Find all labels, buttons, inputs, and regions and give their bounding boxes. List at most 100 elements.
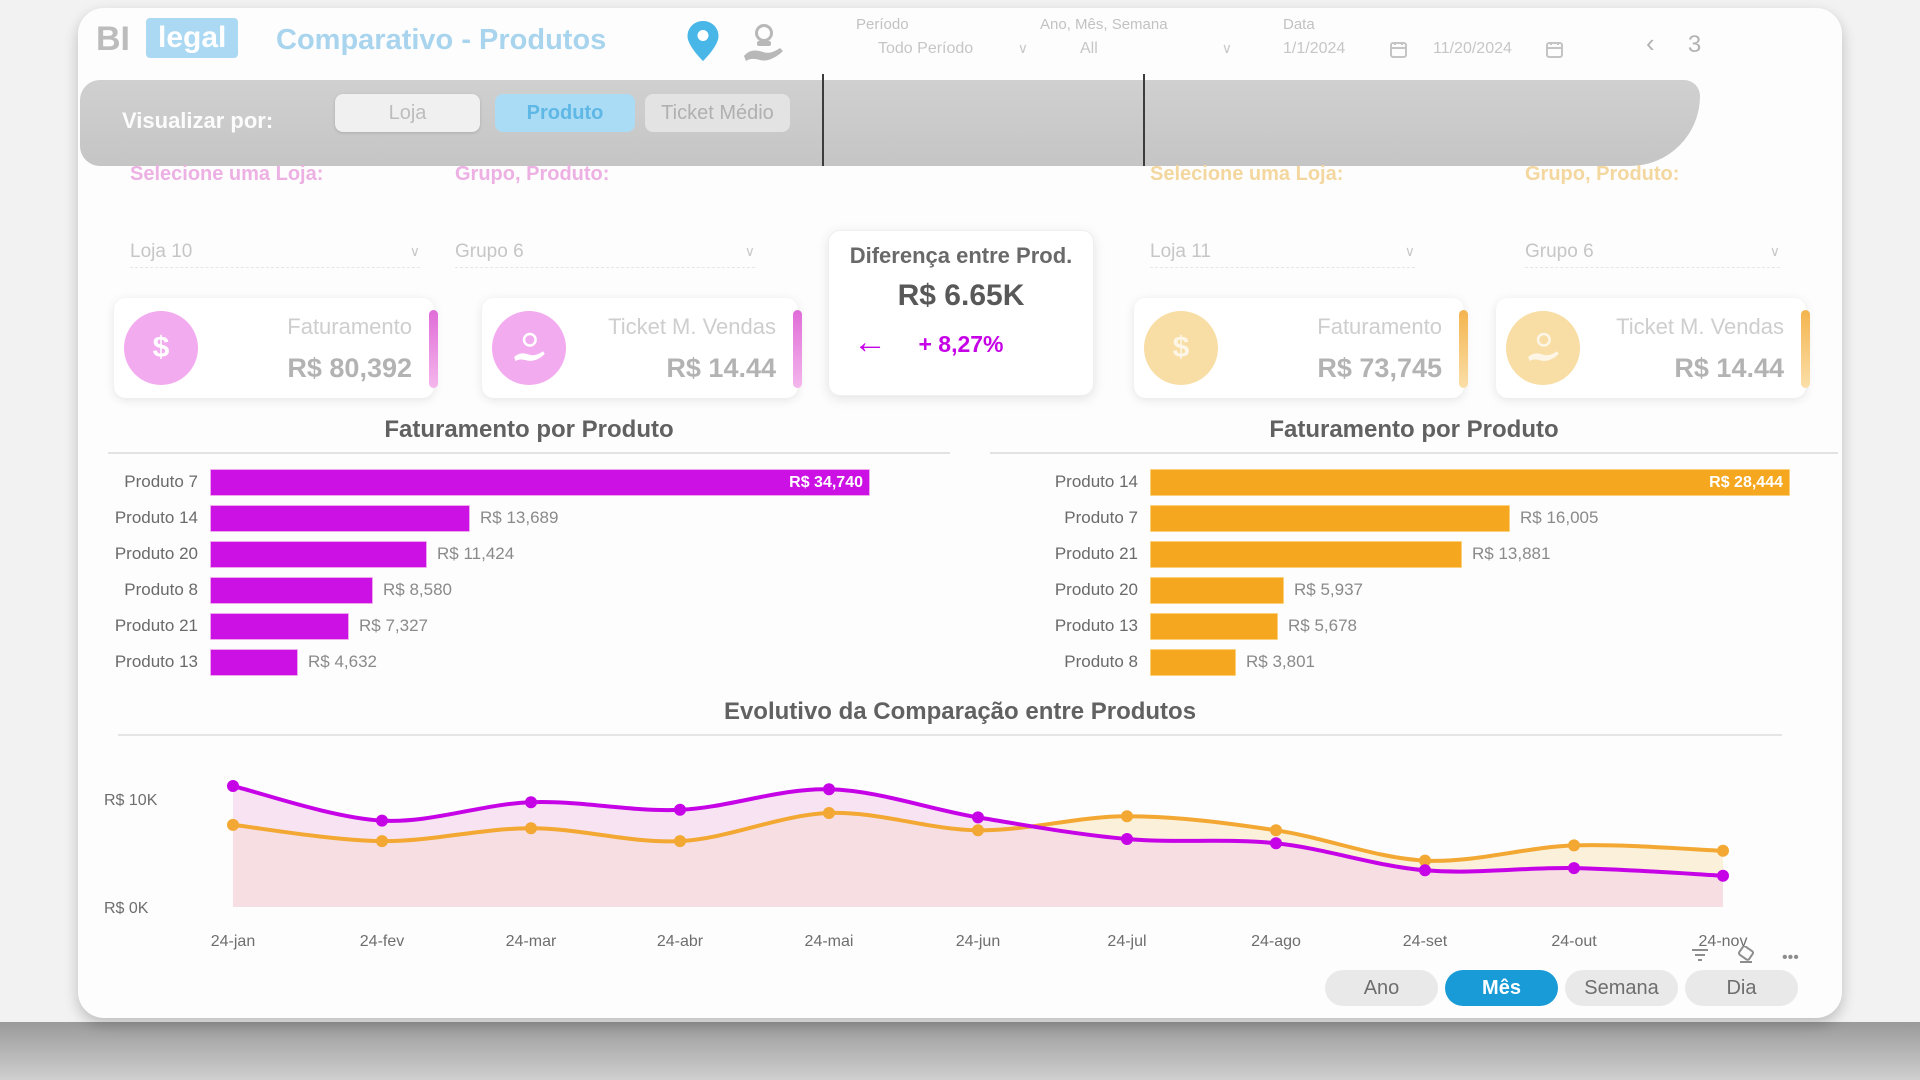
bar-row: Produto 21 R$ 13,881 [990,536,1838,572]
orange-data-point[interactable] [376,835,388,848]
bar-value-label: R$ 8,580 [383,580,452,599]
filter-ams-dropdown[interactable]: All ∨ [1080,40,1232,58]
toggle-ticket-medio-button[interactable]: Ticket Médio [645,94,790,132]
period-semana-button[interactable]: Semana [1565,970,1678,1006]
eraser-icon[interactable] [1736,945,1756,969]
date-end-value[interactable]: 11/20/2024 [1433,40,1512,57]
bar[interactable] [210,540,427,568]
orange-data-point[interactable] [1419,854,1431,867]
magenta-data-point[interactable] [1270,837,1282,850]
hand-money-circle-icon [1506,311,1580,385]
left-group-dropdown[interactable]: Grupo 6 ∨ [455,236,755,268]
bar-value-label: R$ 13,881 [1472,544,1551,563]
magenta-data-point[interactable] [972,811,984,824]
kpi-accent-bar [1801,310,1810,388]
period-ano-button[interactable]: Ano [1325,970,1438,1006]
chevron-down-icon: ∨ [1017,40,1028,56]
right-group-dropdown[interactable]: Grupo 6 ∨ [1525,236,1780,268]
magenta-data-point[interactable] [1121,833,1133,845]
bar-value-label: R$ 7,327 [359,616,428,635]
x-axis-tick-label: 24-jun [956,933,1000,950]
period-dia-button[interactable]: Dia [1685,970,1798,1006]
magenta-data-point[interactable] [1717,869,1729,882]
filter-periodo-dropdown[interactable]: Todo Período ∨ [878,40,1028,58]
bar[interactable] [210,576,373,604]
bar[interactable]: R$ 28,444 [1150,468,1790,496]
bar[interactable] [210,612,349,640]
page-navigation: ‹ 3 [1646,28,1701,59]
bar-track: R$ 11,424 [210,540,514,568]
bar-row: Produto 13 R$ 4,632 [102,644,950,680]
bar[interactable] [210,504,470,532]
bar-category-label: Produto 14 [114,508,198,527]
divider-line [1143,74,1145,166]
bar-category-label: Produto 21 [1054,544,1138,563]
bar-row: Produto 7 R$ 16,005 [990,500,1838,536]
magenta-data-point[interactable] [1568,862,1580,875]
kpi-label: Ticket M. Vendas [1616,314,1784,339]
bar-row: Produto 20 R$ 11,424 [102,536,950,572]
orange-data-point[interactable] [1270,824,1282,837]
prev-page-arrow[interactable]: ‹ [1646,28,1655,58]
dollar-circle-icon: $ [1144,311,1218,385]
line-chart: R$ 10K R$ 0K 24-jan 24-fev 24-mar 24-abr 24-ma… [104,780,1747,950]
magenta-data-point[interactable] [376,814,388,827]
magenta-data-point[interactable] [525,796,537,809]
bar[interactable] [1150,504,1510,532]
left-bar-chart: Produto 7 R$ 34,740 Produto 14 R$ 13,689 Pro… [102,464,950,680]
orange-data-point[interactable] [1717,844,1729,857]
hand-money-icon[interactable] [740,24,786,69]
bar[interactable] [1150,576,1284,604]
bar-row: Produto 14 R$ 13,689 [102,500,950,536]
kpi-accent-bar [1459,310,1468,388]
dollar-circle-icon: $ [124,311,198,385]
bar[interactable] [1150,612,1278,640]
toggle-loja-button[interactable]: Loja [335,94,480,132]
kpi-label: Ticket M. Vendas [608,314,776,339]
orange-data-point[interactable] [1121,810,1133,823]
bar-value-label: R$ 5,678 [1288,616,1357,635]
location-pin-icon[interactable] [686,20,720,67]
toggle-produto-button[interactable]: Produto [495,94,635,132]
orange-data-point[interactable] [674,835,686,848]
orange-data-point[interactable] [525,822,537,835]
orange-data-point[interactable] [1568,839,1580,852]
kpi-label: Faturamento [1317,314,1442,339]
left-group-label: Grupo, Produto: [455,163,610,185]
bar-category-label: Produto 21 [114,616,198,635]
calendar-icon[interactable] [1390,41,1407,63]
magenta-data-point[interactable] [674,803,686,816]
kpi-card-faturamento-right: $ Faturamento R$ 73,745 [1134,298,1468,398]
magenta-data-point[interactable] [1419,864,1431,877]
right-store-dropdown[interactable]: Loja 11 ∨ [1150,236,1415,268]
right-bar-chart: Produto 14 R$ 28,444 Produto 7 R$ 16,005 Pro… [990,464,1838,680]
period-mes-button[interactable]: Mês [1445,970,1558,1006]
bar-category-label: Produto 20 [114,544,198,563]
bottom-strip [0,1022,1920,1080]
orange-data-point[interactable] [823,807,835,819]
y-axis-tick-label: R$ 0K [104,900,149,917]
left-store-dropdown[interactable]: Loja 10 ∨ [130,236,420,268]
bar-category-label: Produto 20 [1054,580,1138,599]
kpi-card-faturamento-left: $ Faturamento R$ 80,392 [114,298,438,398]
bar[interactable]: R$ 34,740 [210,468,870,496]
filter-icon[interactable] [1690,947,1710,968]
left-arrow-icon: ← [853,323,887,361]
more-options-icon[interactable]: ••• [1782,948,1799,966]
right-store-value: Loja 11 [1150,240,1211,262]
right-group-value: Grupo 6 [1525,240,1594,262]
filter-data-label: Data [1283,16,1315,33]
diff-card: Diferença entre Prod. R$ 6.65K ← + 8,27% [828,230,1094,396]
magenta-data-point[interactable] [227,780,239,792]
bar-track: R$ 4,632 [210,648,377,676]
bar[interactable] [210,648,298,676]
date-start-value[interactable]: 1/1/2024 [1283,40,1346,57]
magenta-data-point[interactable] [823,783,835,796]
orange-data-point[interactable] [972,824,984,837]
bar-category-label: Produto 8 [1064,652,1138,671]
orange-data-point[interactable] [227,818,239,831]
bar[interactable] [1150,540,1462,568]
calendar-icon[interactable] [1546,41,1563,63]
bar-row: Produto 20 R$ 5,937 [990,572,1838,608]
bar[interactable] [1150,648,1236,676]
